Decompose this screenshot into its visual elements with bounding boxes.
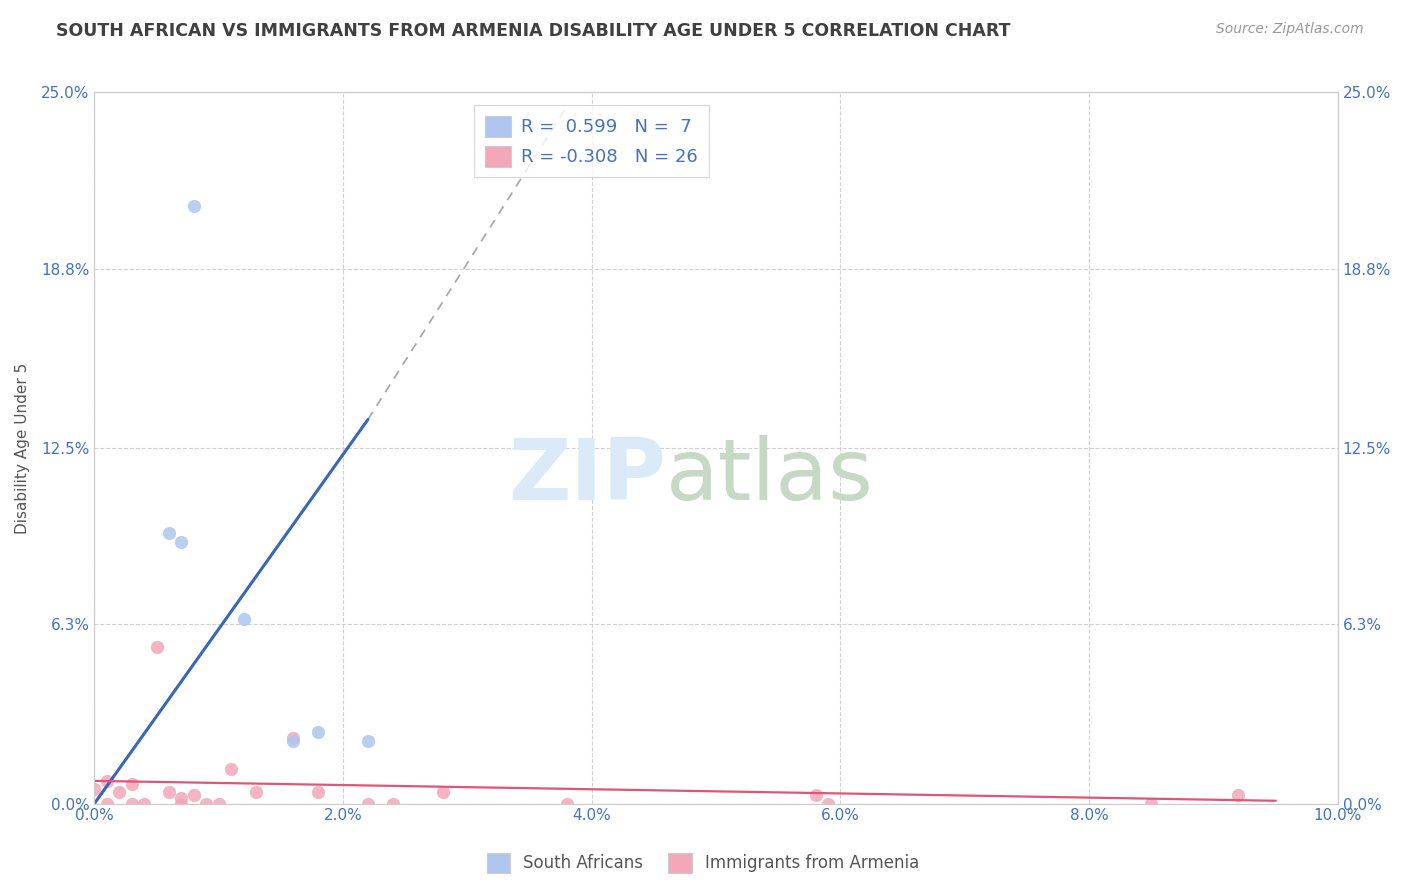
Y-axis label: Disability Age Under 5: Disability Age Under 5: [15, 362, 30, 533]
Point: [381, 797, 404, 811]
Point: [132, 797, 155, 811]
Point: [183, 199, 205, 213]
Point: [170, 791, 193, 805]
Point: [157, 526, 180, 541]
Text: ZIP: ZIP: [509, 435, 666, 518]
Point: [208, 797, 231, 811]
Point: [83, 782, 105, 797]
Point: [170, 797, 193, 811]
Point: [96, 797, 118, 811]
Point: [357, 797, 380, 811]
Point: [145, 640, 167, 654]
Point: [121, 777, 143, 791]
Text: atlas: atlas: [666, 435, 875, 518]
Point: [183, 788, 205, 802]
Point: [1227, 788, 1250, 802]
Point: [245, 785, 267, 799]
Point: [817, 797, 839, 811]
Point: [432, 785, 454, 799]
Point: [232, 612, 254, 626]
Text: Source: ZipAtlas.com: Source: ZipAtlas.com: [1216, 22, 1364, 37]
Point: [307, 725, 329, 739]
Point: [108, 785, 131, 799]
Point: [219, 763, 242, 777]
Point: [170, 534, 193, 549]
Legend: South Africans, Immigrants from Armenia: South Africans, Immigrants from Armenia: [479, 847, 927, 880]
Point: [357, 734, 380, 748]
Text: SOUTH AFRICAN VS IMMIGRANTS FROM ARMENIA DISABILITY AGE UNDER 5 CORRELATION CHAR: SOUTH AFRICAN VS IMMIGRANTS FROM ARMENIA…: [56, 22, 1011, 40]
Point: [121, 797, 143, 811]
Point: [283, 731, 305, 746]
Point: [283, 734, 305, 748]
Point: [555, 797, 578, 811]
Legend: R =  0.599   N =  7, R = -0.308   N = 26: R = 0.599 N = 7, R = -0.308 N = 26: [474, 105, 709, 178]
Point: [804, 788, 827, 802]
Point: [195, 797, 218, 811]
Point: [157, 785, 180, 799]
Point: [307, 785, 329, 799]
Point: [1140, 797, 1163, 811]
Point: [96, 773, 118, 788]
